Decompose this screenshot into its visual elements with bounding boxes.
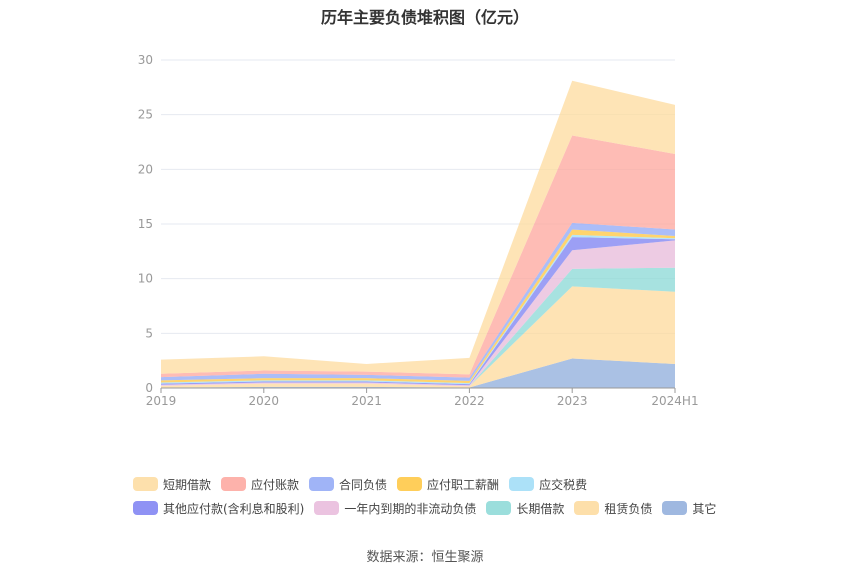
x-tick-label-2023: 2023	[557, 394, 588, 408]
x-tick-label-2020: 2020	[249, 394, 280, 408]
legend-swatch	[133, 477, 158, 491]
legend-swatch	[397, 477, 423, 491]
legend-swatch	[314, 501, 340, 515]
legend: 短期借款 应付账款 合同负债 应付职工薪酬 应交税费其他应付款(含利息和股利) 一年内到期…	[133, 472, 773, 520]
area-series-7	[161, 222, 675, 381]
area-series-2	[161, 267, 675, 387]
x-tick-label-2019: 2019	[146, 394, 177, 408]
x-tick-label-2024H1: 2024H1	[651, 394, 698, 408]
legend-swatch	[574, 501, 600, 515]
legend-item[interactable]: 应付账款	[221, 476, 299, 493]
legend-row: 短期借款 应付账款 合同负债 应付职工薪酬 应交税费	[133, 472, 773, 496]
area-series-4	[161, 237, 675, 386]
legend-label: 应交税费	[539, 477, 588, 492]
legend-label: 其他应付款(含利息和股利)	[163, 501, 305, 516]
legend-item[interactable]: 其他应付款(含利息和股利)	[133, 500, 304, 517]
area-series-6	[161, 229, 675, 384]
legend-swatch	[133, 501, 158, 515]
legend-label: 短期借款	[163, 477, 212, 492]
x-tick-label-2021: 2021	[351, 394, 382, 408]
area-series-3	[161, 240, 675, 387]
legend-swatch	[309, 477, 335, 491]
legend-label: 其它	[692, 501, 717, 516]
legend-swatch	[221, 477, 247, 491]
area-series-1	[161, 286, 675, 388]
legend-item[interactable]: 应交税费	[509, 476, 587, 493]
legend-row: 其他应付款(含利息和股利) 一年内到期的非流动负债 长期借款 租赁负债 其它	[133, 496, 773, 520]
area-series-5	[161, 234, 675, 385]
legend-item[interactable]: 合同负债	[309, 476, 387, 493]
chart-title: 历年主要负债堆积图（亿元）	[320, 8, 529, 27]
area-series-9	[161, 80, 675, 375]
legend-swatch	[662, 501, 688, 515]
legend-label: 租赁负债	[604, 501, 653, 516]
area-series-8	[161, 135, 675, 378]
y-tick-label-5: 5	[145, 326, 153, 340]
legend-swatch	[486, 501, 512, 515]
legend-item[interactable]: 其它	[662, 500, 716, 517]
y-tick-label-10: 10	[138, 272, 153, 286]
legend-item[interactable]: 长期借款	[486, 500, 564, 517]
legend-label: 应付账款	[251, 477, 300, 492]
legend-label: 一年内到期的非流动负债	[344, 501, 477, 516]
data-source-note: 数据来源：恒生聚源	[366, 550, 484, 565]
y-tick-label-15: 15	[138, 217, 153, 231]
legend-swatch	[509, 477, 535, 491]
legend-label: 合同负债	[339, 477, 388, 492]
legend-item[interactable]: 短期借款	[133, 476, 211, 493]
legend-item[interactable]: 应付职工薪酬	[397, 476, 499, 493]
legend-item[interactable]: 一年内到期的非流动负债	[314, 500, 476, 517]
y-tick-label-25: 25	[138, 108, 153, 122]
y-tick-label-0: 0	[145, 381, 153, 395]
legend-label: 应付职工薪酬	[427, 477, 500, 492]
legend-item[interactable]: 租赁负债	[574, 500, 652, 517]
legend-label: 长期借款	[516, 501, 565, 516]
y-tick-label-20: 20	[138, 162, 153, 176]
area-series-0	[161, 358, 675, 388]
x-tick-label-2022: 2022	[454, 394, 485, 408]
y-tick-label-30: 30	[138, 53, 153, 67]
